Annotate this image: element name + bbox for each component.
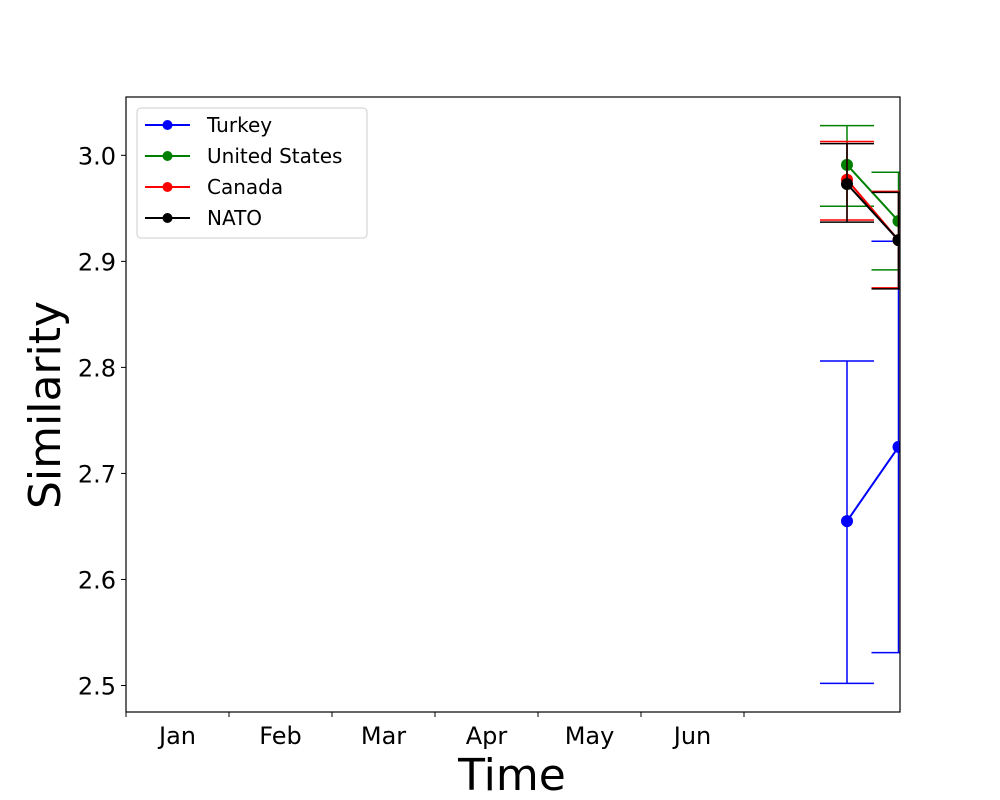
- x-tick-label: May: [565, 722, 615, 750]
- legend-marker: [162, 213, 173, 223]
- series-line: [846, 446, 900, 522]
- legend-box: [136, 107, 368, 239]
- series-layer: [820, 124, 900, 685]
- y-tick-label: 2.6: [78, 566, 116, 594]
- x-tick-label: Feb: [259, 722, 302, 750]
- x-axis-title: Time: [457, 750, 566, 800]
- legend-label: NATO: [207, 206, 262, 230]
- data-point: [892, 234, 900, 247]
- data-point: [841, 515, 853, 528]
- x-tick-label: Mar: [361, 722, 406, 750]
- plot-frame: [125, 96, 901, 713]
- x-tick-label: Jun: [672, 722, 712, 750]
- legend-marker: [162, 151, 173, 161]
- y-tick-label: 2.8: [78, 354, 116, 382]
- series-nato: [820, 142, 900, 290]
- series-turkey: [820, 240, 900, 685]
- x-axis: Jan Feb Mar Apr May Jun: [125, 712, 745, 750]
- legend-label: Turkey: [206, 113, 272, 137]
- legend: Turkey United States Canada NATO: [136, 107, 368, 239]
- y-axis-title: Similarity: [20, 301, 71, 509]
- y-axis: 2.5 2.6 2.7 2.8 2.9 3.0: [78, 142, 126, 700]
- legend-label: United States: [207, 144, 342, 168]
- data-point: [841, 177, 853, 190]
- x-tick-label: Jan: [157, 722, 196, 750]
- x-tick-label: Apr: [466, 722, 508, 750]
- y-tick-label: 2.9: [78, 248, 116, 276]
- legend-marker: [162, 120, 173, 130]
- legend-marker: [162, 182, 173, 192]
- series-line: [846, 183, 900, 241]
- y-tick-label: 2.5: [78, 672, 116, 700]
- y-tick-label: 2.7: [78, 460, 116, 488]
- y-tick-label: 3.0: [78, 142, 116, 170]
- legend-label: Canada: [207, 175, 283, 199]
- data-point: [892, 440, 900, 453]
